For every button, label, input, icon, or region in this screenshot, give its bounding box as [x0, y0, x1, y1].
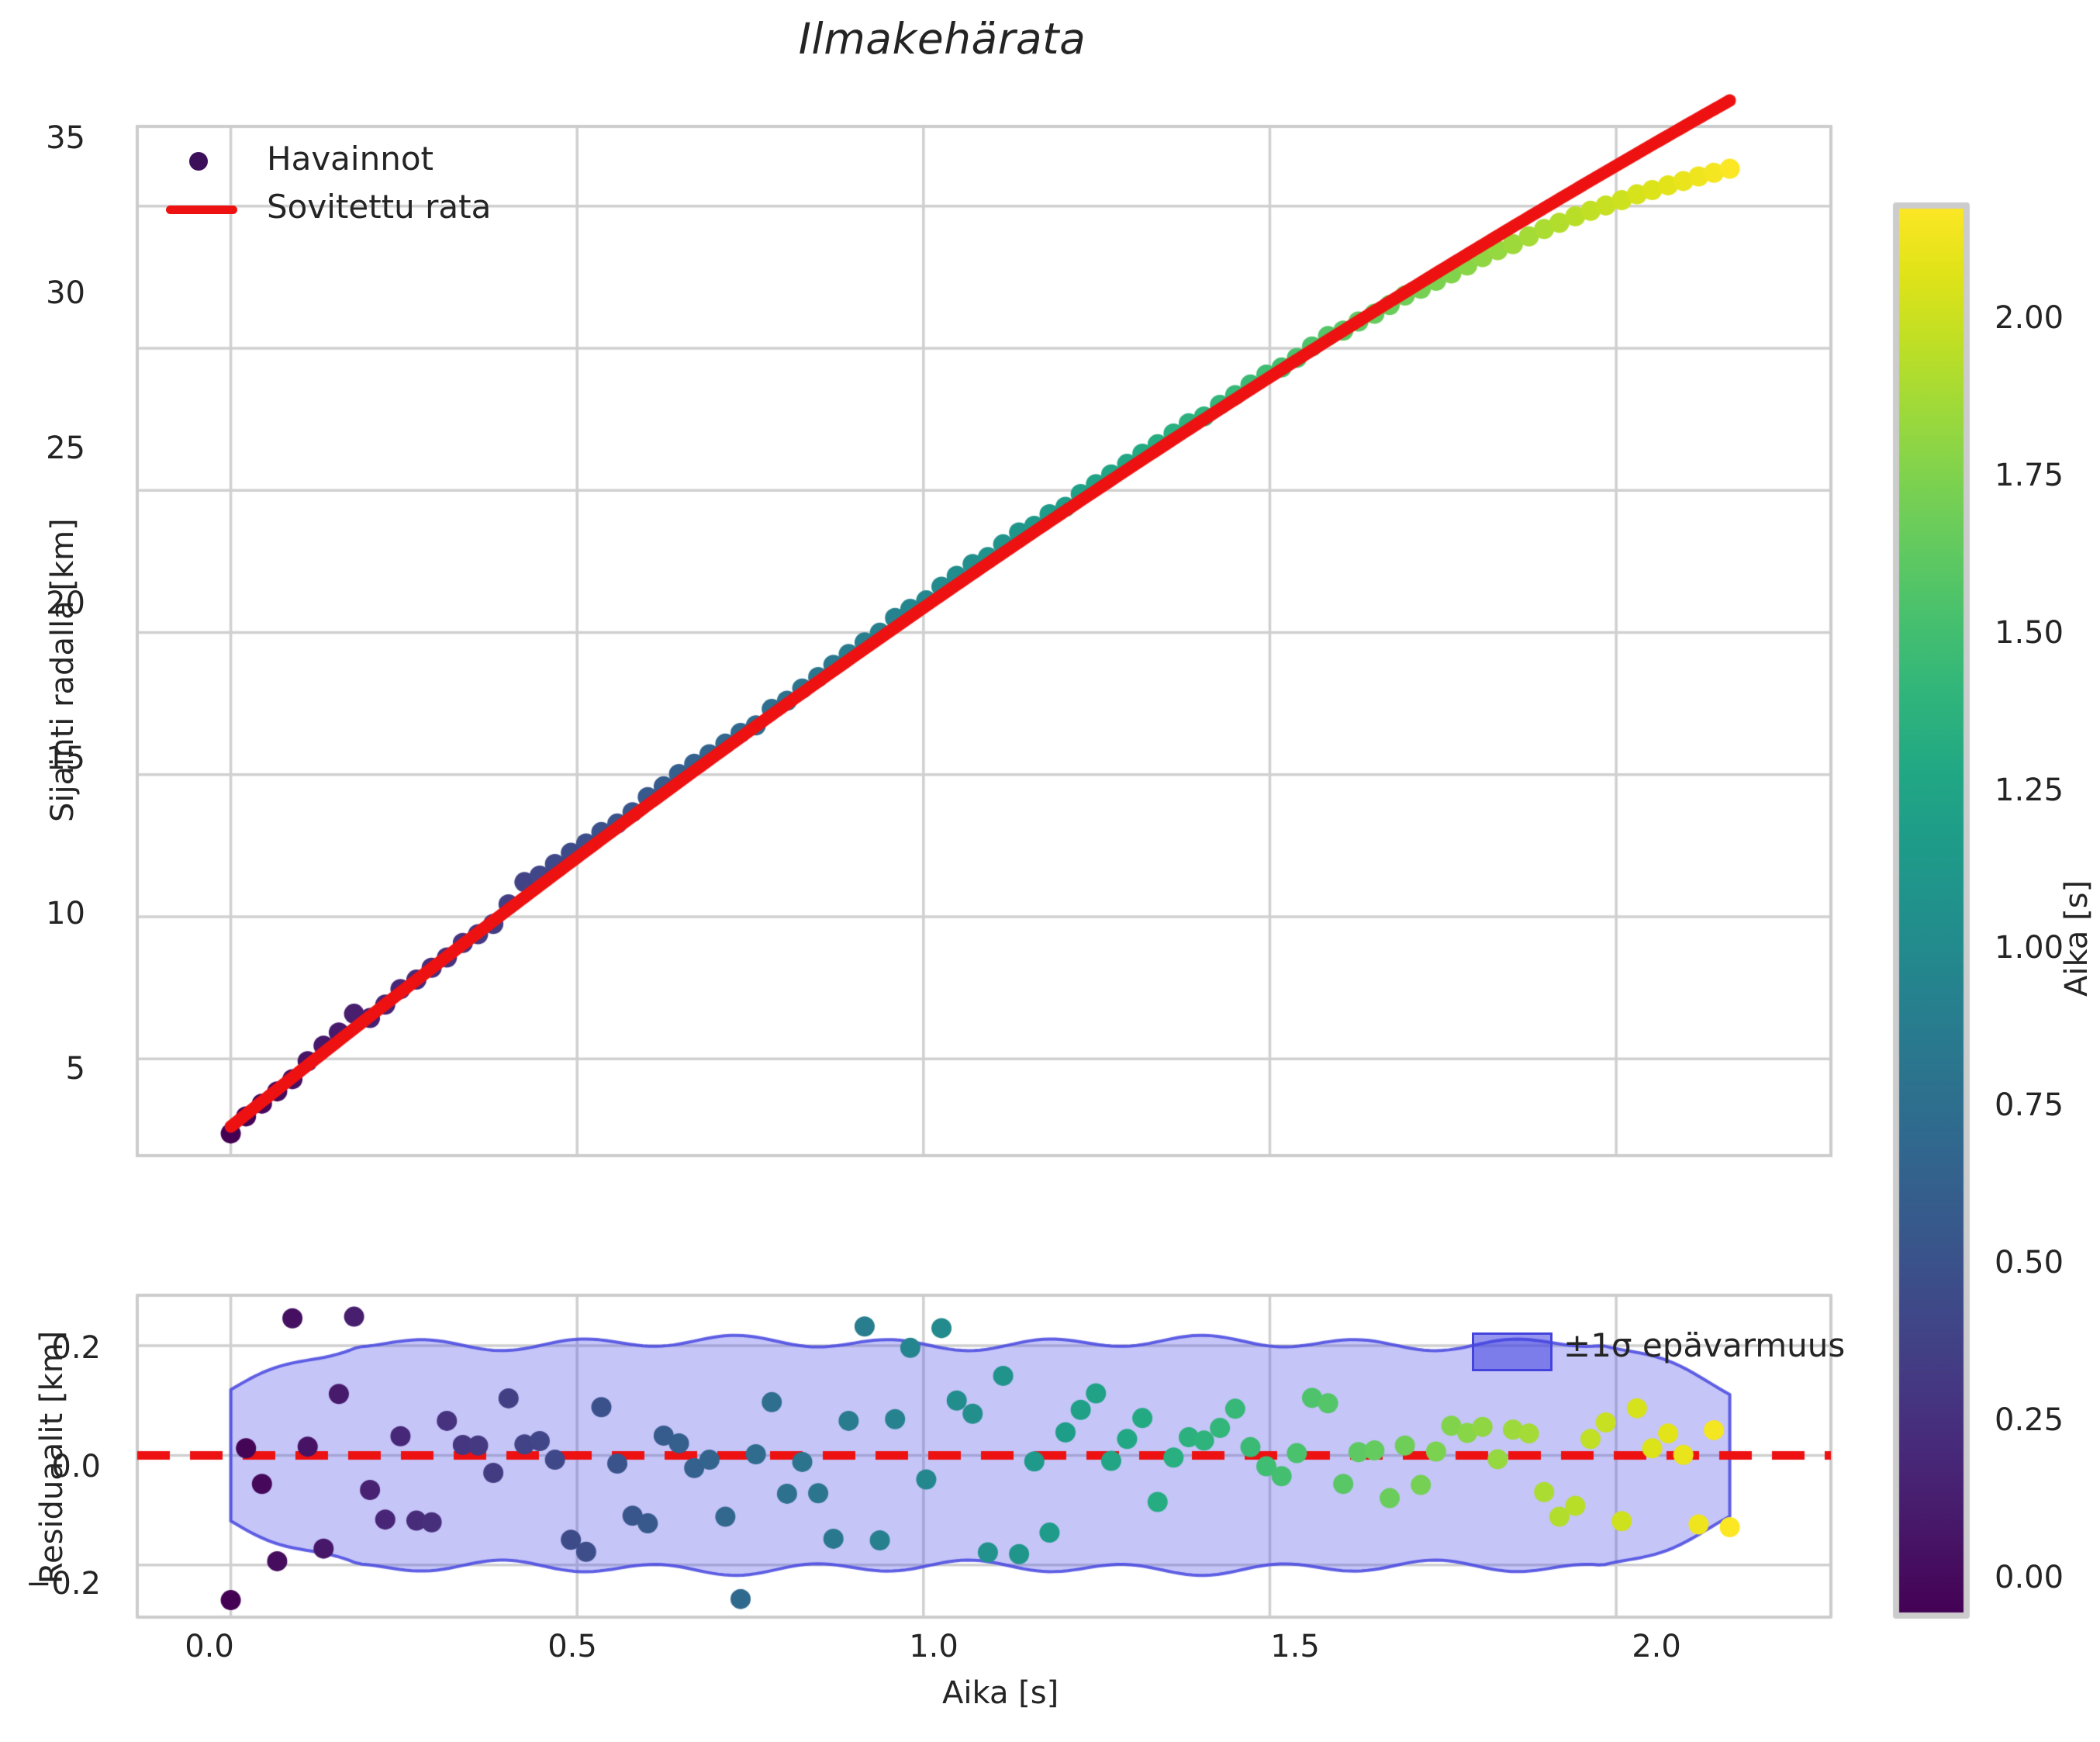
legend-label-havainnot: Havainnot: [267, 140, 433, 178]
cbar-tick-8: 0.00: [1995, 1560, 2064, 1595]
xtick-4: 2.0: [1632, 1629, 1681, 1664]
legend-line-sovitettu-rata: [166, 206, 237, 214]
ytick-main-3: 20: [46, 586, 85, 621]
xtick-0: 0.0: [185, 1629, 234, 1664]
cbar-tick-1: 1.75: [1995, 458, 2064, 493]
ytick-main-5: 30: [46, 275, 85, 311]
cbar-tick-7: 0.25: [1995, 1402, 2064, 1438]
ytick-main-1: 10: [46, 896, 85, 931]
cbar-tick-2: 1.50: [1995, 615, 2064, 651]
ytick-res-0: 0.2: [51, 1330, 101, 1366]
ytick-main-2: 15: [46, 741, 85, 776]
legend-marker-havainnot: [189, 152, 208, 171]
ytick-main-0: 5: [65, 1051, 85, 1087]
legend-residuals: ±1σ epävarmuus: [1472, 1326, 1845, 1381]
cbar-tick-6: 0.50: [1995, 1245, 2064, 1281]
legend-label-uncertainty: ±1σ epävarmuus: [1563, 1326, 1846, 1364]
legend-label-sovitettu-rata: Sovitettu rata: [267, 188, 492, 226]
cbar-tick-3: 1.25: [1995, 772, 2064, 808]
x-axis-label: Aika [s]: [942, 1675, 1059, 1711]
ytick-main-6: 35: [46, 120, 85, 156]
colorbar-label: Aika [s]: [2059, 880, 2095, 997]
ytick-main-4: 25: [46, 430, 85, 466]
y-axis-label-residuals: Residuaalit [km]: [34, 1330, 70, 1584]
cbar-tick-0: 2.00: [1995, 300, 2064, 336]
xtick-3: 1.5: [1270, 1629, 1320, 1664]
ytick-res-1: 0.0: [51, 1449, 101, 1485]
legend-main: Havainnot Sovitettu rata: [152, 138, 516, 239]
legend-patch-uncertainty: [1472, 1332, 1553, 1371]
xtick-1: 0.5: [547, 1629, 597, 1664]
xtick-2: 1.0: [909, 1629, 958, 1664]
ytick-res-2: −0.2: [25, 1566, 101, 1602]
y-axis-label-main: Sijainti radalla [km]: [45, 518, 81, 822]
page-title: Ilmakehärata: [798, 14, 1086, 64]
cbar-tick-5: 0.75: [1995, 1087, 2064, 1123]
cbar-tick-4: 1.00: [1995, 930, 2064, 966]
